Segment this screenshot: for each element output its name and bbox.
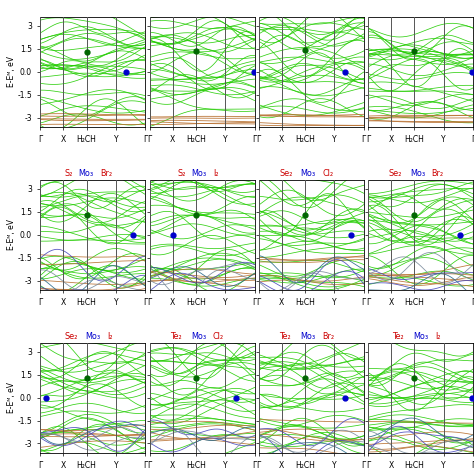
Text: Mo₃: Mo₃ xyxy=(301,170,316,179)
Text: Mo₃: Mo₃ xyxy=(413,332,428,341)
Text: S₂: S₂ xyxy=(64,170,73,179)
Text: Te₂: Te₂ xyxy=(279,332,291,341)
Text: Te₂: Te₂ xyxy=(170,332,182,341)
Text: Br₂: Br₂ xyxy=(322,332,334,341)
Text: Se₂: Se₂ xyxy=(64,332,78,341)
Text: I₂: I₂ xyxy=(107,332,113,341)
Text: Br₂: Br₂ xyxy=(431,170,443,179)
Text: Mo₃: Mo₃ xyxy=(410,170,425,179)
Text: Mo₃: Mo₃ xyxy=(79,170,94,179)
Y-axis label: E-Eᴹ, eV: E-Eᴹ, eV xyxy=(7,219,16,250)
Text: Br₂: Br₂ xyxy=(100,170,112,179)
Text: Mo₃: Mo₃ xyxy=(191,332,207,341)
Text: S₂: S₂ xyxy=(177,170,185,179)
Text: I₂: I₂ xyxy=(213,170,218,179)
Text: Mo₃: Mo₃ xyxy=(301,332,316,341)
Y-axis label: E-Eᴹ, eV: E-Eᴹ, eV xyxy=(7,382,16,413)
Y-axis label: E-Eᴹ, eV: E-Eᴹ, eV xyxy=(7,56,16,87)
Text: Mo₃: Mo₃ xyxy=(86,332,101,341)
Text: Se₂: Se₂ xyxy=(279,170,292,179)
Text: Se₂: Se₂ xyxy=(388,170,402,179)
Text: Mo₃: Mo₃ xyxy=(191,170,207,179)
Text: Cl₂: Cl₂ xyxy=(213,332,224,341)
Text: Te₂: Te₂ xyxy=(392,332,403,341)
Text: I₂: I₂ xyxy=(435,332,440,341)
Text: Cl₂: Cl₂ xyxy=(322,170,333,179)
